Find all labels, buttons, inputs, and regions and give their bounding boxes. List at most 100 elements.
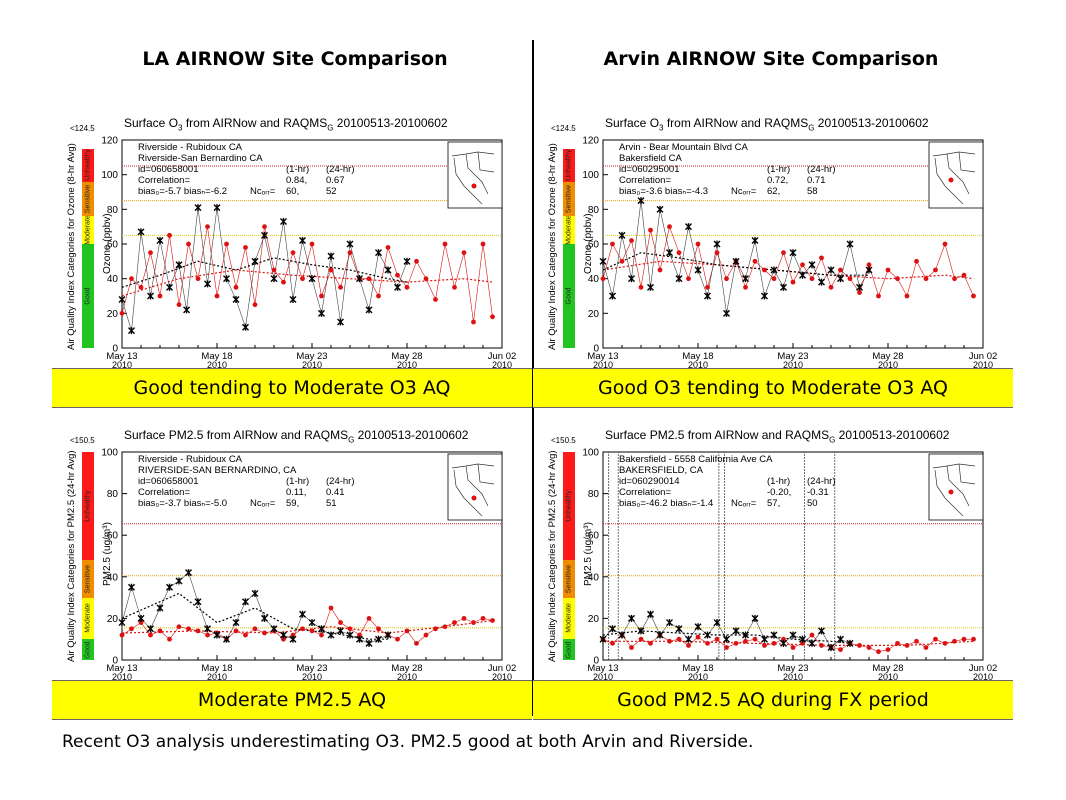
obs-point [808,261,816,269]
obs-average-line [121,257,408,288]
locator-map [928,141,984,209]
site-name: Riverside - Rubidoux CA [138,454,243,465]
site-name: Bakersfield - 5558 California Ave CA [619,454,773,465]
model-point [376,626,381,632]
x-tick-year: 2010 [397,672,417,682]
model-point [338,620,343,625]
obs-point [599,635,607,643]
obs-point [685,635,692,643]
model-point [667,224,672,230]
model-point [676,636,682,642]
model-point [376,293,381,299]
obs-point [242,323,249,331]
x-tick-label: Jun 02 [488,351,517,362]
model-point [819,643,824,648]
x-tick-label: May 23 [777,663,808,674]
model-point [366,616,372,621]
model-point [385,245,391,250]
id-row: id=060658001 (1-hr) (24-hr) [138,164,355,175]
y-tick-label: 80 [107,205,119,216]
title-part: 20100513-20100602 [354,428,469,442]
obs-point [118,619,126,627]
obs-point [289,295,297,303]
banner-pm-right: Good PM2.5 AQ during FX period [533,680,1013,720]
model-point [885,267,891,273]
x-tick-year: 2010 [302,672,322,682]
obs-point [780,283,787,291]
title-part: Surface O [124,116,179,130]
model-point [752,636,758,642]
y-tick-label: 20 [107,309,119,320]
obs-point [780,639,787,647]
obs-point [251,257,259,265]
bias-row: bias₀=-3.6 biasₙ=-4.3 Nᴄₒᵣᵣ= 62, 58 [619,186,836,197]
obs-point [751,614,759,622]
obs-point [846,240,854,248]
la-ozone-chart: Surface O3 from AIRNow and RAQMSG 201005… [52,116,532,386]
model-point [243,245,248,250]
model-point [138,284,144,290]
obs-point [194,598,202,606]
model-point [480,616,486,621]
aqi-category-sensitive: Sensitive [82,560,94,598]
locator-map [447,141,503,209]
title-sub: G [829,435,836,445]
obs-point [403,257,411,265]
id-row: id=060658001 (1-hr) (24-hr) [138,476,355,487]
model-point [971,636,976,642]
model-point [809,276,815,282]
obs-point [213,204,221,212]
model-point [838,267,843,273]
obs-point [732,257,740,265]
obs-point [609,292,616,300]
x-tick-label: May 13 [587,663,618,674]
aqi-category-moderate: Moderate [82,215,94,245]
obs-point [713,240,721,248]
y-tick-label: 0 [112,344,118,355]
model-point [724,645,729,650]
aqi-top-label: <124.5 [70,124,95,133]
obs-point [204,280,211,288]
model-point [157,628,163,634]
obs-point [808,639,816,647]
corr-label: Correlation= [619,175,672,186]
obs-point [175,261,183,269]
site-id: id=060658001 [138,476,199,487]
title-sub: 3 [659,123,664,133]
site-name: Arvin - Bear Mountain Blvd CA [619,142,748,153]
obs-point [694,266,702,274]
x-tick-label: May 13 [587,351,618,362]
chart-title: Surface O3 from AIRNow and RAQMSG 201005… [605,116,929,132]
model-point [119,632,125,638]
aqi-category-moderate: Moderate [563,597,575,640]
model-point [471,319,476,325]
obs-point [356,275,363,283]
obs-point [384,266,392,274]
model-point [667,638,672,644]
x-tick-label: Jun 02 [969,663,998,674]
y-tick-label: 20 [588,309,600,320]
model-point [686,643,691,648]
obs-point [637,627,645,635]
x-tick-label: May 23 [777,351,808,362]
model-point [743,284,748,290]
obs-point [375,249,382,257]
obs-point [166,583,173,591]
obs-point [704,631,711,639]
obs-point [137,228,145,236]
model-point [195,628,201,634]
model-point [119,310,125,316]
obs-point [856,283,863,291]
model-point [771,640,777,646]
chart-title: Surface PM2.5 from AIRNow and RAQMSG 201… [605,428,949,444]
model-point [914,258,919,264]
model-point [610,640,615,646]
n-24hr: 50 [807,498,818,509]
x-tick-year: 2010 [878,360,898,370]
model-point [157,293,163,299]
site-info: Arvin - Bear Mountain Blvd CA Bakersfield… [619,142,836,197]
obs-point [147,292,154,300]
model-point [205,224,210,230]
